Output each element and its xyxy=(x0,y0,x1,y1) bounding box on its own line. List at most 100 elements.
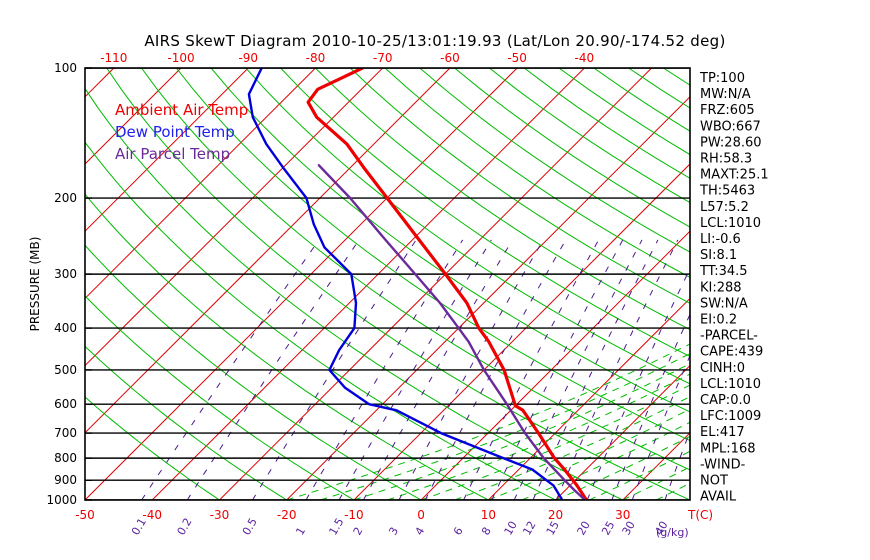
parameter-wbo667: WBO:667 xyxy=(700,119,761,134)
bottom-temp-tick-label: 20 xyxy=(548,508,563,522)
mixing-ratio-tick-label: 1 xyxy=(293,525,308,538)
temp-axis-unit-label: T(C) xyxy=(687,508,713,522)
isotherm-line xyxy=(85,68,451,434)
isotherm-line xyxy=(85,68,249,232)
mixing-ratio-tick-label: 6 xyxy=(451,525,466,538)
profile-curve-parcel xyxy=(317,164,588,500)
pressure-tick-label: 400 xyxy=(54,321,77,335)
dry-adiabat-line xyxy=(85,345,287,500)
isotherm-line xyxy=(286,96,690,500)
dry-adiabat-line xyxy=(523,68,690,179)
top-temp-tick-label: -70 xyxy=(373,51,393,65)
parameter-tt34.5: TT:34.5 xyxy=(699,264,748,279)
pressure-tick-label: 1000 xyxy=(46,493,77,507)
pressure-tick-label: 900 xyxy=(54,473,77,487)
mixing-ratio-tick-label: 25 xyxy=(599,519,617,538)
top-temp-tick-label: -90 xyxy=(238,51,258,65)
bottom-temp-tick-label: -20 xyxy=(277,508,297,522)
page-title: AIRS SkewT Diagram 2010-10-25/13:01:19.9… xyxy=(144,32,726,50)
mixing-ratio-tick-label: 8 xyxy=(479,525,494,538)
parameter-pw28.60: PW:28.60 xyxy=(700,135,762,150)
top-temp-tick-label: -60 xyxy=(440,51,460,65)
parameter-rh58.3: RH:58.3 xyxy=(700,152,752,167)
moist-adiabat-line xyxy=(656,482,690,500)
parameter-tp100: TP:100 xyxy=(699,71,745,86)
isotherm-line xyxy=(353,163,690,500)
parameter-mwna: MW:N/A xyxy=(700,87,751,102)
dry-adiabat-line xyxy=(384,68,690,278)
dry-adiabat-line xyxy=(210,68,690,413)
bottom-temp-tick-label: -10 xyxy=(344,508,364,522)
legend-ambient-air-temp: Ambient Air Temp xyxy=(115,101,248,119)
dry-adiabat-line xyxy=(454,68,690,228)
dry-adiabat-line xyxy=(85,295,355,500)
parameter-wind: -WIND- xyxy=(700,457,746,472)
mixing-ratio-tick-label: 30 xyxy=(620,519,638,538)
top-temp-tick-label: -110 xyxy=(100,51,127,65)
moist-adiabat-line xyxy=(320,353,690,500)
moist-adiabat-line xyxy=(420,384,690,500)
parameter-maxt25.1: MAXT:25.1 xyxy=(700,168,769,183)
mixing-ratio-tick-label: 4 xyxy=(413,525,428,538)
dry-adiabat-line xyxy=(141,68,690,471)
pressure-tick-label: 300 xyxy=(54,267,77,281)
isotherm-line xyxy=(487,297,690,500)
parameter-ki288: KI:288 xyxy=(700,280,742,295)
mixing-ratio-tick-label: 20 xyxy=(575,519,593,538)
legend-dew-point-temp: Dew Point Temp xyxy=(115,123,235,141)
mixing-ratio-line xyxy=(362,239,513,500)
profile-curve-dewpoint xyxy=(247,68,564,500)
dry-adiabat-line xyxy=(85,193,489,500)
plot-frame xyxy=(84,67,691,501)
bottom-temp-tick-label: -40 xyxy=(142,508,162,522)
profile-curve-ambient xyxy=(306,68,589,500)
pressure-tick-label: 600 xyxy=(54,397,77,411)
mixing-ratio-tick-label: 10 xyxy=(502,519,520,538)
mixing-ratio-tick-label: 0.2 xyxy=(175,516,195,538)
dry-adiabat-line xyxy=(663,68,690,86)
parameter-mpl168: MPL:168 xyxy=(700,441,756,456)
dry-adiabat-line xyxy=(106,68,690,500)
dry-adiabat-line xyxy=(419,68,690,253)
top-temp-tick-label: -50 xyxy=(507,51,527,65)
parameter-l575.2: L57:5.2 xyxy=(700,200,749,215)
parameter-not: NOT xyxy=(700,474,728,489)
pressure-tick-label: 500 xyxy=(54,363,77,377)
dry-adiabat-line xyxy=(85,141,556,500)
bottom-temp-tick-label: -30 xyxy=(210,508,230,522)
mixing-ratio-unit-label: (g/kg) xyxy=(656,526,689,539)
isotherm-line xyxy=(85,68,316,300)
dry-adiabat-line xyxy=(315,68,690,331)
parameter-th5463: TH:5463 xyxy=(699,184,755,199)
moist-adiabat-line xyxy=(353,363,690,500)
isotherm-line xyxy=(85,68,384,367)
pressure-tick-label: 700 xyxy=(54,426,77,440)
dry-adiabat-line xyxy=(280,68,690,358)
legend-air-parcel-temp: Air Parcel Temp xyxy=(115,145,230,163)
parameter-si8.1: SI:8.1 xyxy=(700,248,737,263)
bottom-temp-tick-label: 10 xyxy=(481,508,496,522)
moist-adiabat-line xyxy=(387,373,690,500)
isotherm-line xyxy=(219,68,652,500)
parameter-lfc1009: LFC:1009 xyxy=(700,409,761,424)
top-temp-tick-label: -40 xyxy=(575,51,595,65)
parameter-avail: AVAIL xyxy=(700,490,737,505)
parameter-swna: SW:N/A xyxy=(700,296,748,311)
dry-adiabat-line xyxy=(245,68,690,385)
dry-adiabat-line xyxy=(85,396,220,500)
moist-adiabat-line xyxy=(588,450,690,500)
moist-adiabat-line xyxy=(454,396,690,500)
parameter-lcl1010: LCL:1010 xyxy=(700,216,761,231)
parameter-parcel: -PARCEL- xyxy=(700,329,758,344)
pressure-tick-label: 200 xyxy=(54,191,77,205)
parameter-frz605: FRZ:605 xyxy=(700,103,755,118)
parameter-ei0.2: EI:0.2 xyxy=(700,313,737,328)
dry-adiabat-line xyxy=(85,244,422,500)
mixing-ratio-tick-label: 12 xyxy=(520,519,538,538)
parameter-lcl1010: LCL:1010 xyxy=(700,377,761,392)
mixing-ratio-tick-label: 15 xyxy=(544,519,562,538)
isotherm-line xyxy=(420,230,690,500)
dry-adiabat-line xyxy=(349,68,690,304)
